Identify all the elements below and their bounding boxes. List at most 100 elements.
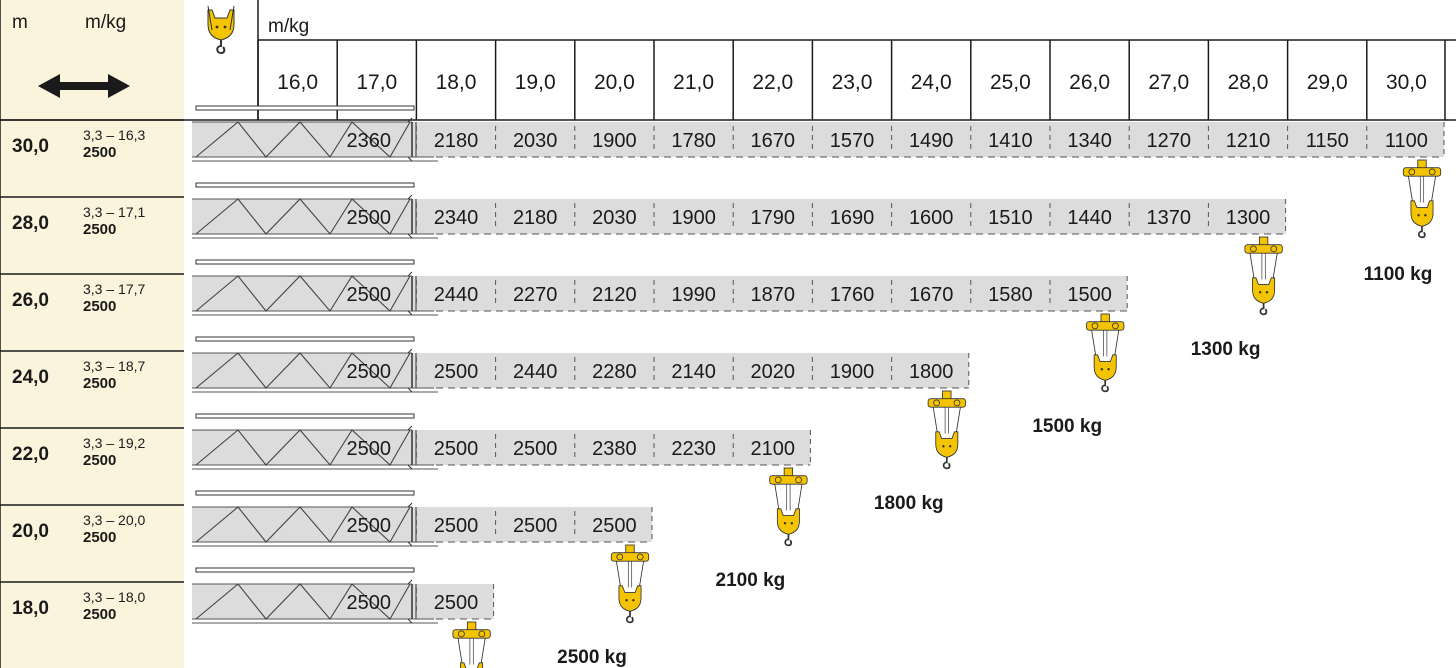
load-value: 2500 — [347, 207, 392, 229]
load-value: 1490 — [909, 130, 954, 152]
crane-hook-icon — [1403, 160, 1440, 237]
crane-hook-icon — [453, 622, 490, 668]
tip-load-label: 1500 kg — [1032, 416, 1102, 437]
reach-range-label: 3,3 – 19,2 — [83, 435, 145, 451]
tip-load-label: 1800 kg — [874, 493, 944, 514]
load-value: 2500 — [513, 515, 558, 537]
load-value: 1800 — [909, 361, 954, 383]
reach-range-label: 3,3 – 17,7 — [83, 281, 145, 297]
max-load-label: 2500 — [83, 529, 116, 546]
load-value: 1150 — [1306, 130, 1349, 152]
load-value: 1500 — [1067, 284, 1112, 306]
max-load-label: 2500 — [83, 298, 116, 315]
load-value: 2500 — [347, 361, 392, 383]
load-value: 1570 — [830, 130, 875, 152]
load-value: 1510 — [988, 207, 1033, 229]
column-label: 30,0 — [1386, 71, 1427, 94]
load-value: 2020 — [751, 361, 796, 383]
load-value: 1870 — [751, 284, 796, 306]
load-value: 1670 — [751, 130, 796, 152]
jib-length-label: 26,0 — [12, 290, 49, 311]
jib-body — [192, 507, 652, 542]
load-value: 2100 — [751, 438, 796, 460]
header-load-label: m/kg — [85, 12, 126, 33]
tip-load-label: 2100 kg — [716, 570, 786, 591]
load-value: 2030 — [513, 130, 558, 152]
reach-range-label: 3,3 – 20,0 — [83, 512, 145, 528]
column-label: 20,0 — [594, 71, 635, 94]
jib-length-label: 30,0 — [12, 136, 49, 157]
load-value: 1440 — [1067, 207, 1112, 229]
load-value: 2440 — [513, 361, 558, 383]
column-label: 16,0 — [277, 71, 318, 94]
reach-range-label: 3,3 – 16,3 — [83, 127, 145, 143]
jib-length-label: 28,0 — [12, 213, 49, 234]
load-value: 1100 — [1385, 130, 1428, 152]
crane-hook-icon — [1245, 237, 1282, 314]
label-panel — [0, 0, 184, 668]
load-value: 1760 — [830, 284, 875, 306]
load-value: 2500 — [434, 515, 479, 537]
jib-body — [192, 276, 1127, 311]
tip-load-label: 1300 kg — [1191, 339, 1261, 360]
load-value: 1780 — [671, 130, 716, 152]
load-value: 1600 — [909, 207, 954, 229]
crane-hook-icon — [928, 391, 965, 468]
load-value: 1340 — [1067, 130, 1112, 152]
column-label: 17,0 — [356, 71, 397, 94]
load-value: 1990 — [671, 284, 716, 306]
column-label: 27,0 — [1148, 71, 1189, 94]
jib-length-label: 20,0 — [12, 521, 49, 542]
header-radius-load-label: m/kg — [268, 16, 309, 37]
load-value: 1370 — [1147, 207, 1192, 229]
load-value: 2500 — [347, 284, 392, 306]
column-label: 19,0 — [515, 71, 556, 94]
load-value: 2440 — [434, 284, 479, 306]
load-value: 2500 — [513, 438, 558, 460]
max-load-label: 2500 — [83, 375, 116, 392]
column-label: 24,0 — [911, 71, 952, 94]
jib-length-label: 22,0 — [12, 444, 49, 465]
load-value: 2180 — [513, 207, 558, 229]
load-value: 2500 — [347, 438, 392, 460]
load-value: 2500 — [592, 515, 637, 537]
column-label: 22,0 — [752, 71, 793, 94]
tip-load-label: 2500 kg — [557, 647, 627, 668]
column-label: 28,0 — [1228, 71, 1269, 94]
load-value: 2380 — [592, 438, 637, 460]
load-value: 1670 — [909, 284, 954, 306]
jib-length-label: 24,0 — [12, 367, 49, 388]
load-value: 1410 — [988, 130, 1033, 152]
load-value: 2340 — [434, 207, 479, 229]
crane-hook-icon — [770, 468, 807, 545]
column-label: 23,0 — [832, 71, 873, 94]
load-value: 2360 — [347, 130, 392, 152]
load-value: 2140 — [671, 361, 716, 383]
load-value: 2120 — [592, 284, 637, 306]
column-label: 21,0 — [673, 71, 714, 94]
load-value: 2500 — [434, 592, 479, 614]
crane-hook-icon — [611, 545, 648, 622]
load-value: 2270 — [513, 284, 558, 306]
max-load-label: 2500 — [83, 221, 116, 238]
crane-hook-icon — [1087, 314, 1124, 391]
reach-range-label: 3,3 – 17,1 — [83, 204, 145, 220]
load-value: 1900 — [830, 361, 875, 383]
reach-range-label: 3,3 – 18,0 — [83, 589, 145, 605]
load-value: 1690 — [830, 207, 875, 229]
load-value: 2500 — [434, 361, 479, 383]
load-value: 1580 — [988, 284, 1033, 306]
load-value: 2230 — [671, 438, 716, 460]
load-value: 2500 — [347, 592, 392, 614]
load-value: 1790 — [751, 207, 796, 229]
load-value: 1900 — [671, 207, 716, 229]
load-value: 2500 — [434, 438, 479, 460]
jib-length-label: 18,0 — [12, 598, 49, 619]
load-value: 1270 — [1147, 130, 1192, 152]
jib-body — [192, 430, 810, 465]
max-load-label: 2500 — [83, 144, 116, 161]
column-label: 25,0 — [990, 71, 1031, 94]
